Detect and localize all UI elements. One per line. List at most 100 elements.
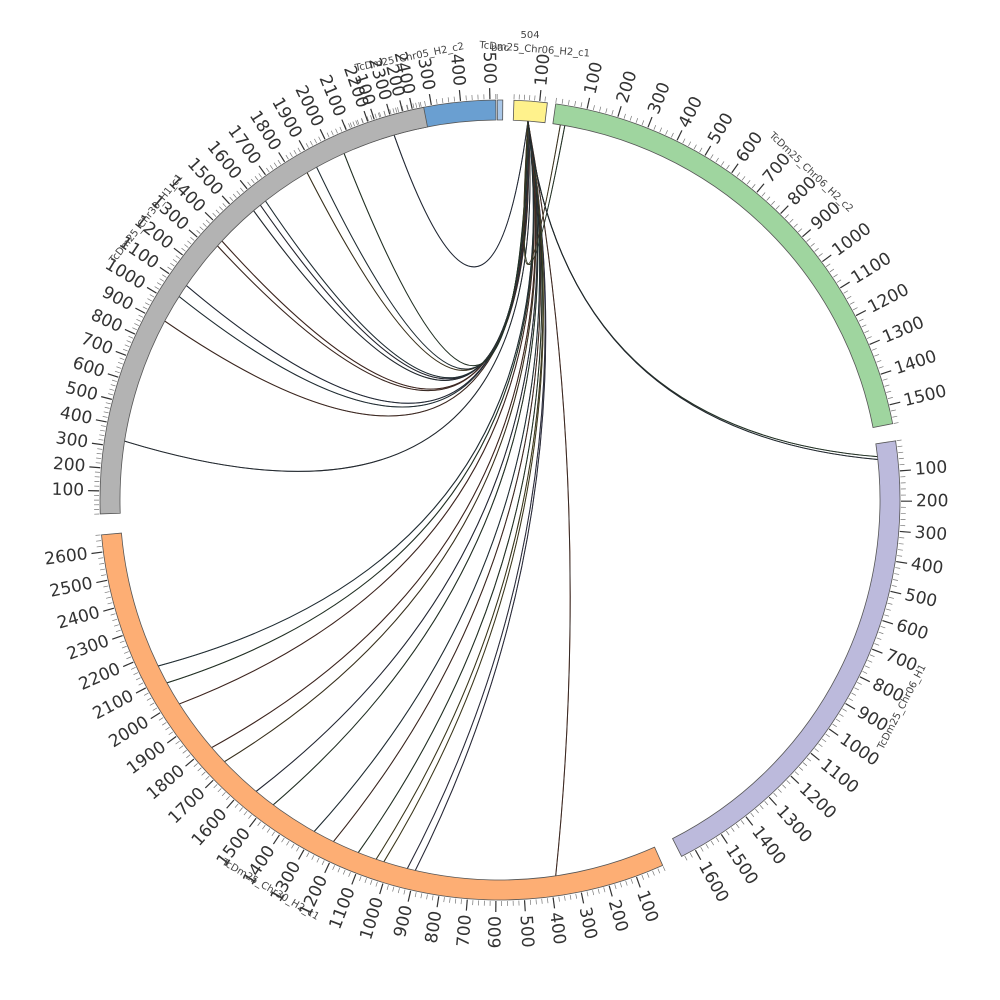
minor-tick [104,591,110,594]
minor-tick [342,869,346,875]
minor-tick [892,415,898,418]
tick-label: 300 [644,80,675,118]
minor-tick [720,161,725,166]
major-tick [101,396,112,400]
major-tick [704,145,712,156]
minor-tick [262,824,266,830]
tick-label: 1000 [356,895,388,942]
major-tick [386,103,391,115]
minor-tick [406,104,409,110]
minor-tick [199,226,204,231]
link-outline-23 [265,121,529,379]
minor-tick [247,181,251,187]
minor-tick [248,814,252,819]
minor-tick [710,840,715,846]
minor-tick [289,152,293,158]
tick-label: 2600 [43,544,88,569]
minor-tick [114,370,120,374]
minor-tick [611,110,614,116]
minor-tick [867,660,873,663]
minor-tick [832,723,837,728]
minor-tick [366,116,369,122]
major-tick [647,116,653,128]
minor-tick [593,105,595,111]
minor-tick [321,860,325,866]
minor-tick [193,763,198,767]
minor-tick [629,115,632,121]
major-tick [239,179,248,190]
overlap-label: 504 [521,30,540,41]
minor-tick [326,132,330,138]
major-tick [899,469,911,472]
minor-tick [892,579,899,581]
minor-tick [96,546,102,548]
minor-tick [355,120,358,126]
minor-tick [786,780,791,785]
minor-tick [221,792,226,797]
minor-tick [236,190,241,195]
minor-tick [121,645,127,649]
tick-label: 100 [531,53,554,87]
minor-tick [586,891,589,897]
minor-tick [156,282,162,286]
minor-tick [740,820,745,825]
tick-label: 100 [581,60,608,96]
minor-tick [158,717,164,721]
minor-tick [684,855,688,861]
link-outline-27 [393,120,529,268]
segment-c30c1 [101,532,664,901]
minor-tick [375,881,378,887]
minor-tick [201,771,206,776]
minor-tick [420,893,423,899]
minor-tick [196,229,201,234]
minor-tick [710,154,714,159]
minor-tick [569,894,572,900]
minor-tick [254,176,259,181]
minor-tick [135,677,141,681]
minor-tick [142,306,148,310]
tick-label: 2400 [55,603,102,634]
minor-tick [102,416,108,418]
tick-label: 1500 [902,381,949,411]
major-tick [91,551,103,555]
tick-label: 2100 [90,686,138,724]
minor-tick [370,879,373,885]
minor-tick [187,240,192,245]
tick-label: 1100 [848,249,895,289]
major-tick [586,97,591,109]
segment-c06c2 [552,103,894,428]
major-tick [720,834,728,844]
minor-tick [874,354,880,357]
minor-tick [119,357,125,361]
major-tick [465,899,468,911]
major-tick [115,350,127,356]
minor-tick [751,184,756,189]
minor-tick [240,187,244,192]
minor-tick [761,192,766,197]
major-tick [89,466,101,469]
major-tick [882,620,894,625]
major-tick [890,590,902,595]
minor-tick [349,122,353,128]
minor-tick [161,722,167,726]
minor-tick [335,128,338,134]
minor-tick [887,602,893,605]
major-tick [899,530,911,533]
major-tick [810,752,820,761]
minor-tick [773,792,778,798]
minor-tick [106,596,112,599]
minor-tick [630,878,634,884]
minor-tick [103,411,109,414]
tick-label: 100 [51,480,84,501]
minor-tick [305,143,309,148]
minor-tick [890,409,896,412]
minor-tick [170,262,175,267]
minor-tick [541,898,543,904]
major-tick [580,892,585,904]
tick-label: 1100 [816,755,862,798]
minor-tick [175,255,181,259]
minor-tick [98,439,104,441]
minor-tick [555,97,557,103]
minor-tick [352,121,355,127]
minor-tick [339,126,343,132]
